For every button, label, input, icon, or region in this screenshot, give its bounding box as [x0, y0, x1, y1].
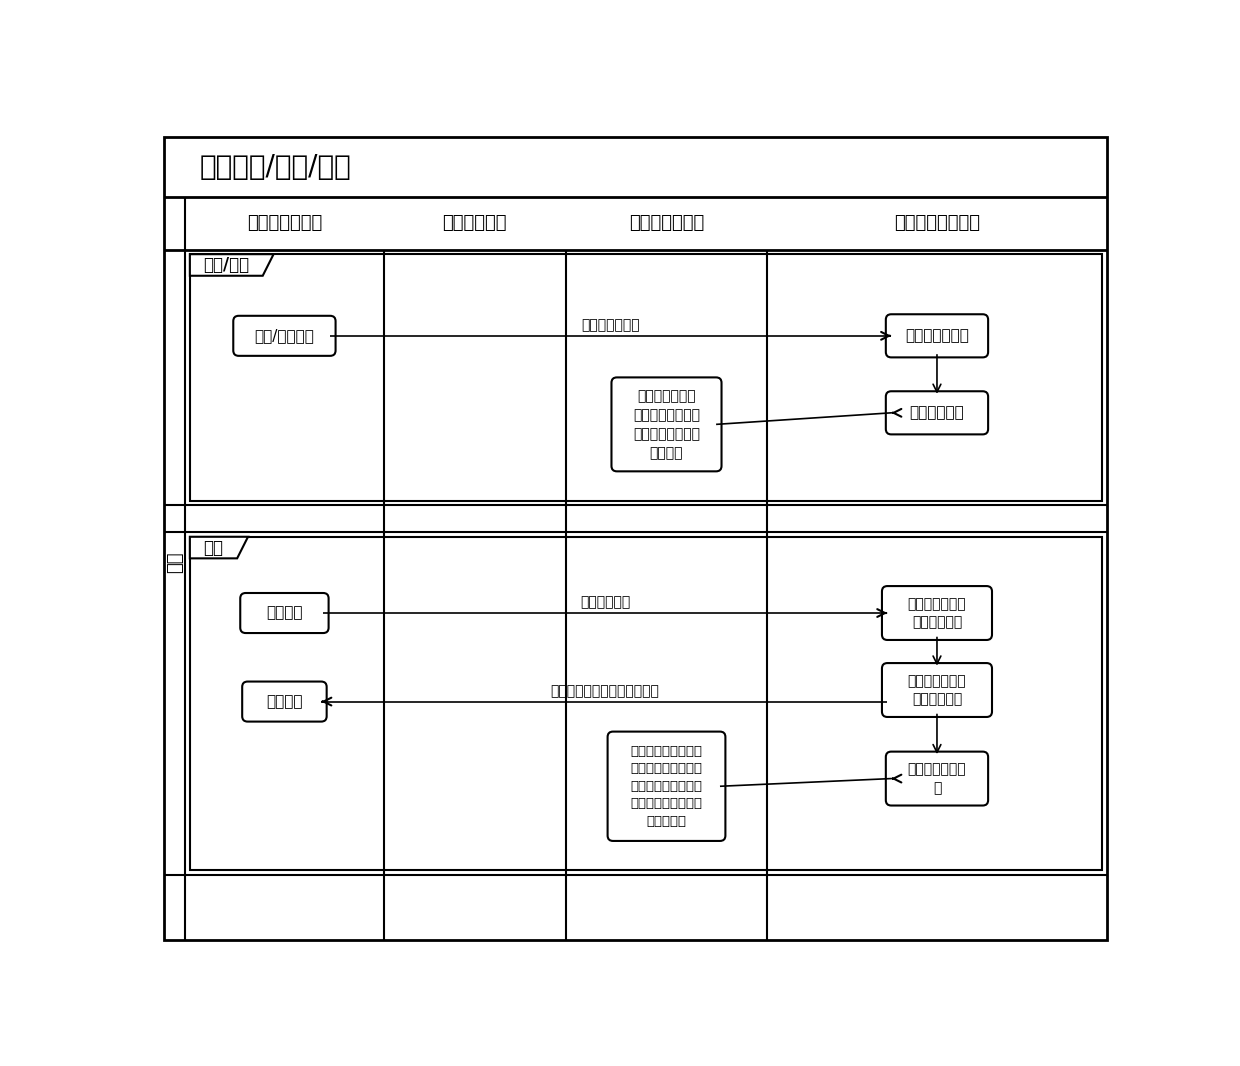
- Text: 携带量子号码: 携带量子号码: [580, 595, 630, 610]
- FancyBboxPatch shape: [233, 316, 336, 356]
- FancyBboxPatch shape: [885, 752, 988, 806]
- Text: 开户/销户申请: 开户/销户申请: [254, 328, 315, 343]
- FancyBboxPatch shape: [242, 681, 326, 722]
- Text: 记录用户充值信息，
信息中包含：设备身
份编码、量子号码、
用户级别、购买的可
输出密钥量: 记录用户充值信息， 信息中包含：设备身 份编码、量子号码、 用户级别、购买的可 …: [630, 745, 703, 828]
- FancyBboxPatch shape: [608, 731, 725, 841]
- Bar: [190, 254, 1102, 501]
- FancyBboxPatch shape: [885, 314, 988, 357]
- Text: 密钥管理终端: 密钥管理终端: [443, 214, 507, 232]
- Text: 根据用户选择，
计算资费标准: 根据用户选择， 计算资费标准: [908, 674, 966, 706]
- Text: 密钥应用层设备: 密钥应用层设备: [247, 214, 322, 232]
- Polygon shape: [190, 537, 248, 559]
- FancyBboxPatch shape: [241, 593, 329, 633]
- Text: 用户开户/销户/充值: 用户开户/销户/充值: [200, 154, 351, 181]
- Text: 携带设备身份码: 携带设备身份码: [582, 318, 640, 332]
- FancyBboxPatch shape: [885, 391, 988, 434]
- Text: 充值申请: 充值申请: [267, 605, 303, 620]
- Text: 密钥管理服务器: 密钥管理服务器: [629, 214, 704, 232]
- Text: 发送设备充值信
息: 发送设备充值信 息: [908, 762, 966, 795]
- Text: 量子业务支撑系统: 量子业务支撑系统: [894, 214, 980, 232]
- Text: 开户/销户: 开户/销户: [203, 256, 249, 274]
- Text: 展示用户级别分
类、资费标准: 展示用户级别分 类、资费标准: [908, 597, 966, 629]
- FancyBboxPatch shape: [611, 377, 722, 471]
- Text: 返回充值结果（含资费标准）: 返回充值结果（含资费标准）: [549, 683, 658, 698]
- Text: 阶段: 阶段: [166, 551, 184, 572]
- Polygon shape: [190, 254, 274, 276]
- Text: 记录设备身份码: 记录设备身份码: [905, 328, 968, 343]
- Text: 充值: 充值: [203, 538, 223, 556]
- Text: 记录用户基本信
息，信息中包含：
设备身份编码、量
子号码等: 记录用户基本信 息，信息中包含： 设备身份编码、量 子号码等: [632, 389, 701, 459]
- Bar: [190, 537, 1102, 870]
- FancyBboxPatch shape: [882, 663, 992, 717]
- Text: 记录结果: 记录结果: [267, 694, 303, 709]
- Text: 发送用户信息: 发送用户信息: [910, 405, 965, 420]
- FancyBboxPatch shape: [882, 586, 992, 640]
